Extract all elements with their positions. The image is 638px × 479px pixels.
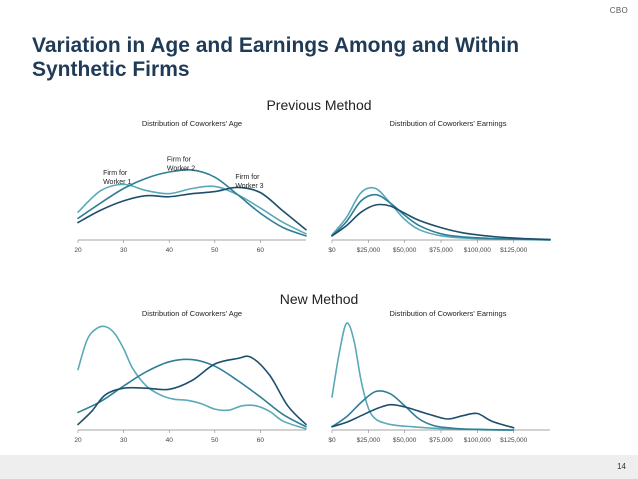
series-line-worker-2 [331,390,515,431]
series-line-worker-3 [331,403,515,429]
series-line-worker-2 [77,168,307,237]
x-tick-label: $50,000 [393,437,417,444]
annotation-label: Firm for [235,174,260,181]
chart-title: Distribution of Coworkers' Age [142,119,242,128]
annotation-label: Worker 1 [103,179,131,186]
chart-prev-earn: Distribution of Coworkers' Earnings $0 $25… [328,119,551,254]
series-line-worker-2 [331,193,551,241]
x-tick-label: 50 [211,247,219,254]
chart-title: Distribution of Coworkers' Earnings [390,309,507,318]
x-tick-label: $100,000 [464,247,491,254]
annotation-label: Firm for [167,157,192,164]
x-tick-label: 20 [74,247,82,254]
x-tick-label: 30 [120,247,128,254]
x-tick-label: 60 [257,437,265,444]
series-line-worker-1 [77,183,307,235]
x-tick-label: 30 [120,437,128,444]
x-tick-label: 40 [166,247,174,254]
x-tick-label: $75,000 [429,437,453,444]
series-line-worker-3 [331,203,551,241]
chart-title: Distribution of Coworkers' Earnings [390,119,507,128]
chart-title: Distribution of Coworkers' Age [142,309,242,318]
annotation-label: Worker 2 [167,166,195,173]
brand-logo: CBO [609,6,628,15]
x-tick-label: $75,000 [429,247,453,254]
series-line-worker-2 [77,358,307,428]
series-line-worker-1 [331,186,551,241]
series-line-worker-3 [77,355,307,426]
x-tick-label: 40 [166,437,174,444]
x-tick-label: $0 [328,437,336,444]
x-tick-label: 20 [74,437,82,444]
x-tick-label: 60 [257,247,265,254]
x-tick-label: $125,000 [500,247,527,254]
x-tick-label: $100,000 [464,437,491,444]
chart-prev-age: Distribution of Coworkers' Age 20 30 40 50 60… [74,119,307,254]
x-tick-label: $0 [328,247,336,254]
x-tick-label: $125,000 [500,437,527,444]
section-label-new: New Method [279,291,359,307]
annotation-label: Worker 3 [235,183,263,190]
series-line-worker-3 [77,186,307,231]
chart-new-earn: Distribution of Coworkers' Earnings $0 $25… [328,309,550,444]
section-label-previous: Previous Method [266,97,372,113]
x-tick-label: 50 [211,437,219,444]
page-title: Variation in Age and Earnings Among and … [32,34,520,81]
annotation-label: Firm for [103,170,128,177]
chart-new-age: Distribution of Coworkers' Age 20 30 40 50 60 [74,309,307,444]
series-line-worker-1 [77,325,307,430]
x-tick-label: $25,000 [357,247,381,254]
page-number: 14 [617,462,626,471]
x-tick-label: $50,000 [393,247,417,254]
series-line-worker-1 [331,322,515,431]
x-tick-label: $25,000 [357,437,381,444]
footer-bar [0,455,638,479]
